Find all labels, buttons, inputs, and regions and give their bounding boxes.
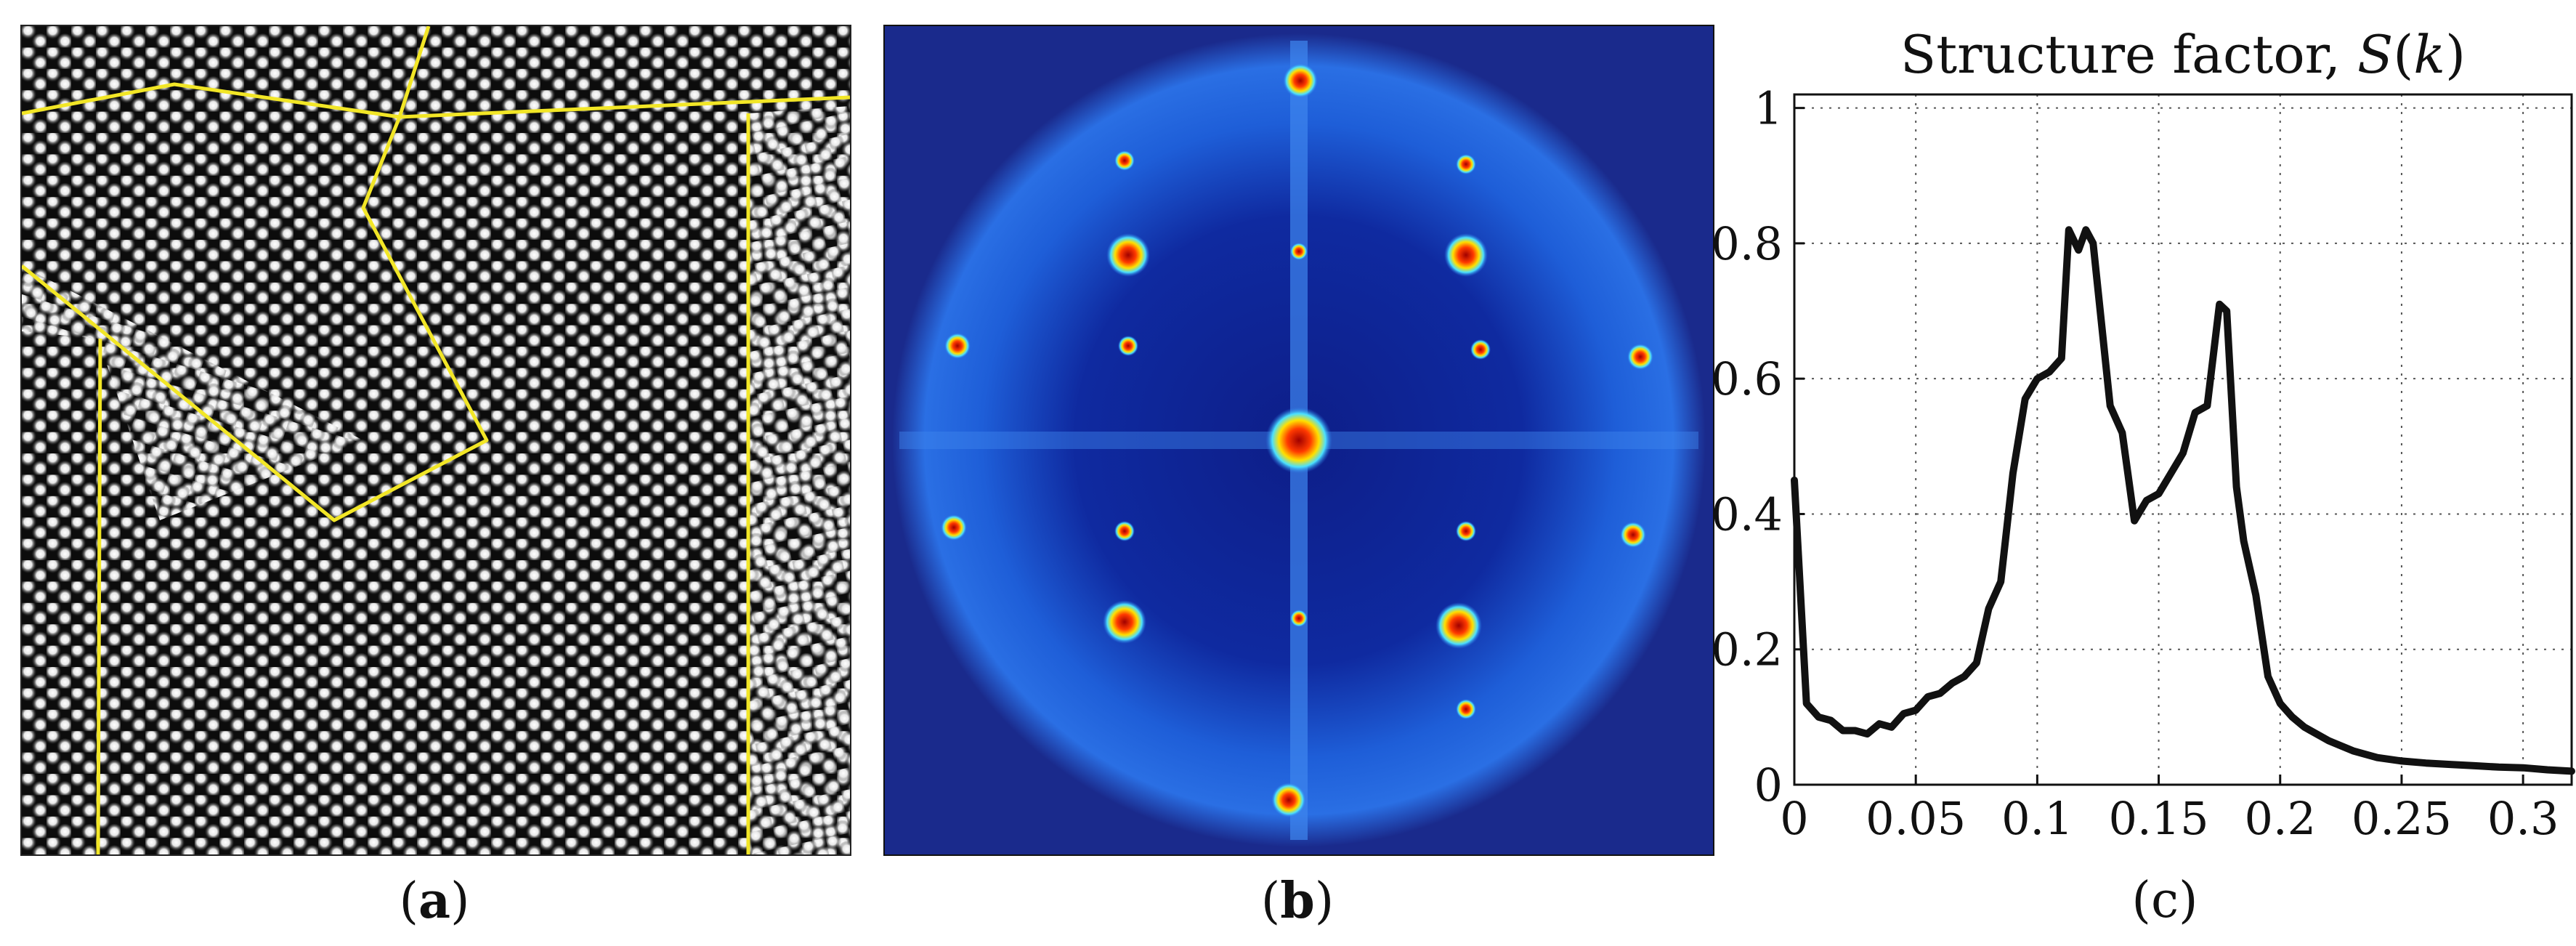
chart-grid xyxy=(1794,94,2572,785)
fft-peak xyxy=(941,514,967,541)
y-tick-label: 0 xyxy=(1754,759,1783,812)
fft-peak xyxy=(1114,150,1135,171)
fft-peak xyxy=(1114,521,1135,541)
y-tick-label: 0.8 xyxy=(1711,217,1783,270)
y-tick-label: 1 xyxy=(1754,82,1783,135)
structure-factor-chart: Structure factor, S(k) 0 0.05 0.1 0.15 0.2 0.… xyxy=(1711,24,2575,845)
grain-boundary-line xyxy=(399,95,850,119)
fft-peak xyxy=(1290,610,1308,627)
fft-peak xyxy=(1118,336,1138,356)
fft-peak xyxy=(1627,344,1653,370)
grain-boundaries xyxy=(22,26,850,854)
y-tick-label: 0.4 xyxy=(1711,488,1783,541)
grain-region-left xyxy=(22,266,363,520)
fft-peaks xyxy=(941,63,1653,817)
fft-peak xyxy=(1620,522,1646,548)
fft-peak xyxy=(1103,600,1146,644)
grain-boundary-line xyxy=(22,116,489,522)
grain-boundary-line xyxy=(22,26,431,119)
grain-boundary-line xyxy=(96,338,102,854)
y-tick-label: 0.2 xyxy=(1711,623,1783,676)
caption-a: (a) xyxy=(399,872,470,930)
fft-peak xyxy=(944,333,971,359)
chart-title: Structure factor, S(k) xyxy=(1900,24,2466,85)
x-tick-label: 0.1 xyxy=(2001,792,2073,845)
structure-factor-line xyxy=(1791,226,2575,775)
x-tick-label: 0 xyxy=(1780,792,1808,845)
y-tick-label: 0.6 xyxy=(1711,352,1783,405)
fft-peak xyxy=(1435,602,1482,649)
fourier-transform-image xyxy=(883,25,1714,856)
fft-peak xyxy=(1290,243,1308,260)
fft-peak xyxy=(1456,699,1476,719)
caption-c: (c) xyxy=(2131,872,2198,929)
fft-peak xyxy=(1444,233,1488,277)
fft-peak xyxy=(1271,783,1306,817)
x-tick-label: 0.2 xyxy=(2244,792,2316,845)
y-tick-labels: 0 0.2 0.4 0.6 0.8 1 xyxy=(1711,82,1783,812)
x-tick-label: 0.3 xyxy=(2487,792,2559,845)
fft-peak xyxy=(1456,154,1476,174)
x-tick-label: 0.15 xyxy=(2109,792,2209,845)
fft-center-peak xyxy=(1265,407,1332,474)
x-tick-label: 0.05 xyxy=(1866,792,1966,845)
plot-area-frame xyxy=(1793,93,2573,786)
x-tick-labels: 0 0.05 0.1 0.15 0.2 0.25 0.3 xyxy=(1780,792,2559,845)
fft-peak xyxy=(1283,63,1318,98)
x-tick-label: 0.25 xyxy=(2352,792,2452,845)
grain-region-right xyxy=(748,106,850,854)
particle-configuration-image xyxy=(20,25,851,856)
fft-peak xyxy=(1470,339,1491,360)
caption-b: (b) xyxy=(1260,872,1334,930)
fft-peak xyxy=(1106,233,1150,277)
fft-peak xyxy=(1456,521,1476,541)
